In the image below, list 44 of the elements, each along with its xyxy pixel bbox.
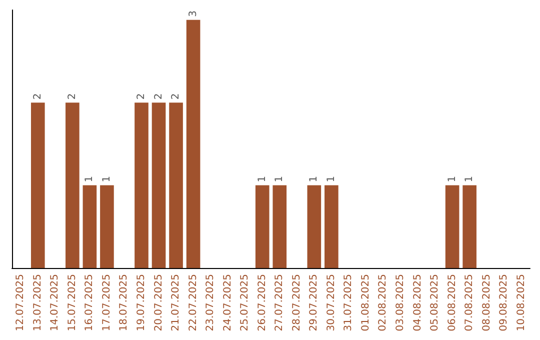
x-tick-label: 29.07.2025 [308,274,320,332]
x-tick-label: 20.07.2025 [153,274,164,332]
x-tick-label: 14.07.2025 [50,274,61,332]
data-label: 1 [101,176,112,182]
x-tick-label: 02.08.2025 [378,274,389,332]
data-label: 2 [153,93,164,100]
x-tick-label: 19.07.2025 [136,274,147,332]
data-label: 1 [326,176,337,182]
x-tick-label: 07.08.2025 [464,274,476,332]
x-tick-label: 05.08.2025 [430,274,441,332]
x-tick-label: 12.07.2025 [15,274,26,332]
x-tick-label: 15.07.2025 [66,274,78,332]
data-label: 2 [32,93,44,100]
x-tick-label: 13.07.2025 [32,274,44,332]
x-tick-label: 22.07.2025 [188,274,199,332]
x-tick-label: 23.07.2025 [205,274,216,332]
x-tick-label: 17.07.2025 [101,274,112,332]
x-tick-label: 31.07.2025 [343,274,354,332]
data-label: 1 [446,176,458,182]
data-label: 3 [188,10,199,17]
x-tick-label: 10.08.2025 [516,274,527,332]
x-tick-label: 04.08.2025 [412,274,424,332]
x-tick-label: 08.08.2025 [481,274,492,332]
x-tick-label: 18.07.2025 [118,274,130,332]
data-label: 1 [464,176,476,182]
data-label: 1 [256,176,268,182]
data-label: 2 [170,93,182,100]
x-tick-label: 27.07.2025 [274,274,286,332]
x-tick-label: 28.07.2025 [291,274,302,332]
x-tick-label: 16.07.2025 [84,274,96,332]
x-tick-label: 03.08.2025 [395,274,406,332]
x-tick-label: 26.07.2025 [256,274,268,332]
data-label: 1 [274,176,286,182]
data-label: 2 [66,93,78,100]
x-tick-label: 09.08.2025 [498,274,510,332]
x-tick-label: 21.07.2025 [170,274,182,332]
x-tick-label: 06.08.2025 [446,274,458,332]
data-label: 1 [84,176,96,182]
x-tick-label: 01.08.2025 [360,274,372,332]
data-label: 2 [136,93,147,100]
x-tick-label: 24.07.2025 [222,274,234,332]
data-label: 1 [308,176,320,182]
x-tick-label: 25.07.2025 [240,274,251,332]
x-tick-label: 30.07.2025 [326,274,337,332]
